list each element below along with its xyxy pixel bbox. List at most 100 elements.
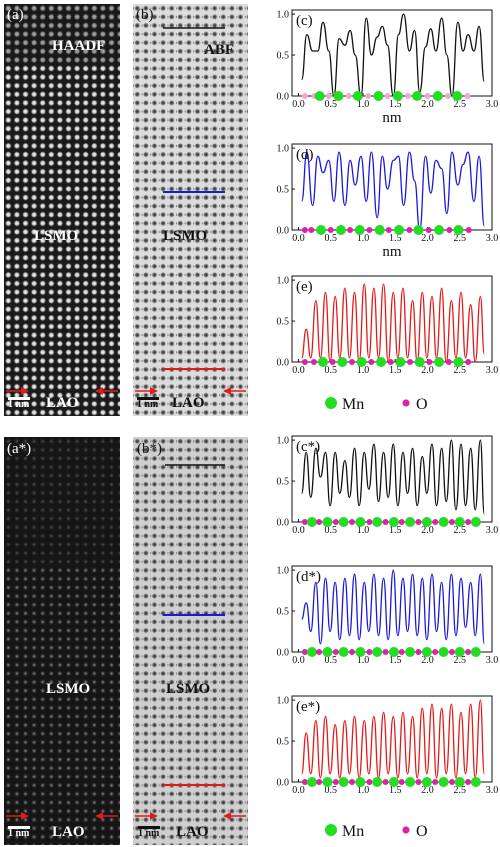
x-tick-label: 0.5 (324, 785, 337, 796)
mn-atom-marker (454, 647, 465, 657)
y-tick-label: 0.0 (277, 648, 290, 659)
x-tick-label: 2.0 (421, 365, 434, 376)
y-tick-label: 1.0 (277, 696, 290, 707)
x-tick-label: 2.5 (453, 233, 466, 244)
mn-atom-marker (434, 357, 445, 367)
x-tick-label: 3.0 (486, 655, 499, 666)
y-tick-label: 0.0 (277, 778, 290, 789)
y-tick-label: 0.0 (277, 358, 290, 369)
y-tick-label: 1.0 (277, 10, 290, 21)
o-atom-marker (332, 519, 339, 525)
line-profile-chart-5: 0.0 0.5 1.0 0.0 0.5 1.0 1.5 2.0 2.5 3.0 (e*) (277, 695, 498, 796)
legend-top: Mn O (325, 396, 428, 413)
o-atom-marker (332, 649, 339, 655)
panel-label-b-star: (b*) (137, 441, 162, 457)
mn-atom-marker (322, 647, 333, 657)
o-atom-marker (368, 359, 375, 365)
mn-atom-marker (394, 225, 405, 235)
o-atom-marker (405, 93, 412, 99)
o-atom-marker (301, 93, 308, 99)
o-atom-marker (449, 649, 455, 655)
x-tick-label: 0.5 (324, 99, 337, 110)
x-tick-label: 2.0 (421, 525, 434, 536)
mn-atom-marker (355, 647, 366, 657)
x-tick-label: 0.5 (324, 655, 337, 666)
mn-atom-marker (434, 225, 445, 235)
mn-atom-marker (412, 91, 423, 101)
o-atom-marker (365, 93, 372, 99)
line-profile-chart-2: 0.0 0.5 1.0 0.0 0.5 1.0 1.5 2.0 2.5 3.0 (e) (277, 275, 498, 376)
mn-atom-marker (338, 647, 349, 657)
substrate-label-a: LAO (46, 395, 79, 411)
mn-atom-marker (352, 91, 363, 101)
mn-atom-marker (317, 357, 328, 367)
mn-atom-marker (376, 357, 387, 367)
o-atom-marker (316, 519, 323, 525)
y-tick-label: 0.5 (277, 317, 290, 328)
chart-panel-label: (e*) (296, 699, 320, 715)
scalebar-b (137, 397, 159, 400)
mn-atom-marker (438, 647, 449, 657)
o-atom-marker (426, 359, 433, 365)
substrate-label-a-star: LAO (52, 824, 85, 840)
y-tick-label: 0.5 (277, 607, 290, 618)
legend-mn-label-bottom: Mn (342, 823, 364, 840)
chart-panel-label: (c*) (296, 439, 320, 455)
x-tick-label: 2.0 (421, 233, 434, 244)
x-tick-label: 1.0 (357, 365, 370, 376)
x-tick-label: 2.0 (421, 785, 434, 796)
scalebar-a (8, 397, 30, 400)
o-atom-marker (301, 779, 308, 785)
o-atom-marker (329, 359, 336, 365)
o-atom-marker (332, 779, 339, 785)
o-atom-marker (301, 649, 308, 655)
mn-atom-marker (454, 517, 465, 527)
chart-panel-label: (d) (296, 147, 314, 163)
mn-atom-marker (421, 647, 432, 657)
x-tick-label: 0.0 (292, 233, 305, 244)
x-tick-label: 1.0 (357, 99, 370, 110)
mn-atom-marker (333, 91, 344, 101)
profile-curve (301, 283, 485, 363)
o-atom-marker (387, 359, 394, 365)
o-atom-marker (382, 649, 389, 655)
o-atom-marker (382, 519, 389, 525)
mn-atom-marker (470, 777, 481, 787)
mn-atom-marker (405, 647, 416, 657)
chart-panel-label: (d*) (296, 569, 321, 585)
x-tick-label: 0.0 (292, 365, 305, 376)
mn-atom-marker (421, 517, 432, 527)
chart-panel-label: (e) (296, 279, 313, 295)
legend-o-label-top: O (416, 396, 428, 413)
o-atom-marker (449, 779, 455, 785)
mn-atom-marker (336, 225, 347, 235)
substrate-label-b-star: LAO (176, 824, 209, 840)
mn-atom-marker (405, 517, 416, 527)
profile-curve (301, 151, 485, 231)
profile-curve (301, 13, 485, 97)
haadf-title: HAADF (52, 38, 106, 54)
line-profile-chart-1: 0.0 0.5 1.0 0.0 0.5 1.0 1.5 2.0 2.5 3.0 (d) nm (277, 143, 498, 260)
x-tick-label: 0.0 (292, 655, 305, 666)
mn-atom-marker (314, 91, 325, 101)
mn-atom-marker (372, 517, 383, 527)
film-label-b-star: LSMO (166, 681, 211, 697)
o-atom-marker (347, 227, 354, 233)
mn-atom-marker (470, 517, 481, 527)
mn-atom-marker (388, 647, 399, 657)
y-tick-label: 0.5 (277, 737, 290, 748)
o-atom-marker (415, 519, 422, 525)
o-atom-marker (384, 93, 391, 99)
profile-curve (301, 569, 485, 645)
o-atom-marker (445, 93, 452, 99)
o-atom-marker (465, 359, 472, 365)
o-atom-marker (464, 93, 471, 99)
mn-atom-marker (356, 357, 367, 367)
x-tick-label: 3.0 (486, 99, 499, 110)
x-tick-label: 1.5 (389, 655, 402, 666)
mn-atom-marker (355, 517, 366, 527)
mn-atom-marker (392, 91, 403, 101)
o-atom-marker (325, 93, 332, 99)
mn-atom-marker (372, 647, 383, 657)
o-atom-marker (415, 649, 422, 655)
